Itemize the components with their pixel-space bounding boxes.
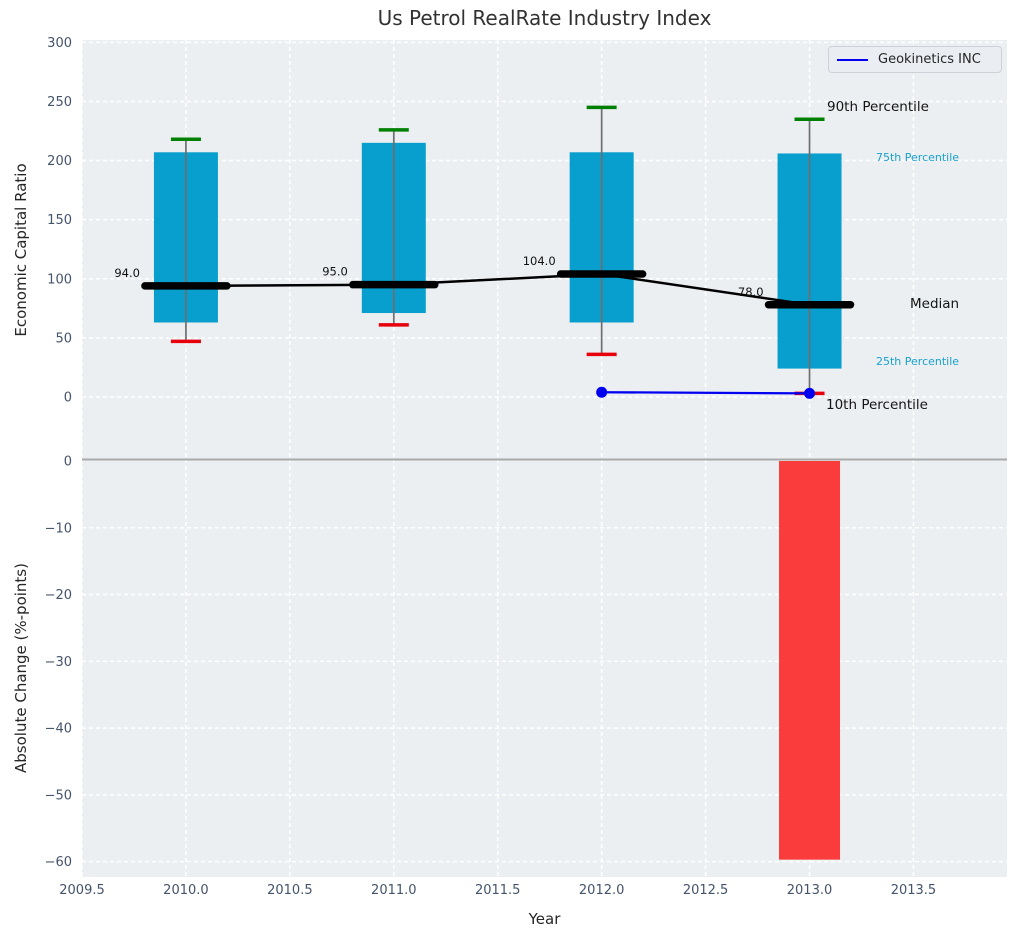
- top-y-tick-label: 150: [47, 213, 72, 228]
- company-marker-2013: [804, 387, 816, 399]
- company-marker-2012: [596, 386, 608, 398]
- median-value-label-2012: 104.0: [523, 254, 556, 268]
- bottom-y-tick-label: −20: [45, 588, 72, 603]
- chart-title: Us Petrol RealRate Industry Index: [377, 6, 712, 30]
- bottom-y-tick-label: 0: [64, 455, 72, 470]
- x-tick-label: 2013.5: [891, 883, 937, 898]
- bottom-y-tick-label: −50: [45, 788, 72, 803]
- x-tick-label: 2011.5: [475, 883, 521, 898]
- x-tick-label: 2010.0: [163, 883, 209, 898]
- top-y-axis-label: Economic Capital Ratio: [12, 163, 30, 337]
- top-y-tick-label: 300: [47, 36, 72, 51]
- x-axis-label: Year: [528, 910, 561, 928]
- legend-line-sample: [837, 58, 868, 61]
- annotation-90th-percentile: 90th Percentile: [827, 99, 929, 115]
- top-y-tick-label: 100: [47, 272, 72, 287]
- x-tick-label: 2009.5: [59, 883, 105, 898]
- bottom-panel-background: [82, 459, 1007, 877]
- bottom-y-axis-label: Absolute Change (%-points): [12, 563, 30, 773]
- company-line: [601, 391, 810, 395]
- legend-label: Geokinetics INC: [878, 52, 981, 67]
- bottom-y-tick-label: −10: [45, 521, 72, 536]
- bottom-y-tick-label: −60: [45, 855, 72, 870]
- bottom-y-tick-label: −30: [45, 655, 72, 670]
- x-tick-label: 2012.5: [683, 883, 729, 898]
- median-value-label-2013: 78.0: [738, 285, 764, 299]
- median-value-label-2010: 94.0: [114, 266, 140, 280]
- annotation-10th-percentile: 10th Percentile: [826, 397, 928, 413]
- median-value-label-2011: 95.0: [322, 265, 348, 279]
- top-panel-background: [82, 40, 1007, 459]
- x-tick-label: 2011.0: [371, 883, 417, 898]
- x-tick-label: 2012.0: [579, 883, 625, 898]
- x-tick-label: 2010.5: [267, 883, 313, 898]
- top-y-tick-label: 0: [64, 390, 72, 405]
- bottom-y-tick-label: −40: [45, 722, 72, 737]
- top-y-tick-label: 50: [55, 331, 72, 346]
- annotation-75th-percentile: 75th Percentile: [876, 151, 960, 164]
- annotation-25th-percentile: 25th Percentile: [876, 355, 960, 368]
- legend: Geokinetics INC: [828, 46, 1002, 73]
- negative-change-bar-2013: [779, 461, 841, 860]
- top-y-tick-label: 200: [47, 154, 72, 169]
- annotation-median: Median: [910, 296, 960, 312]
- x-tick-label: 2013.0: [787, 883, 833, 898]
- top-y-tick-label: 250: [47, 95, 72, 110]
- median-connector: [185, 272, 810, 306]
